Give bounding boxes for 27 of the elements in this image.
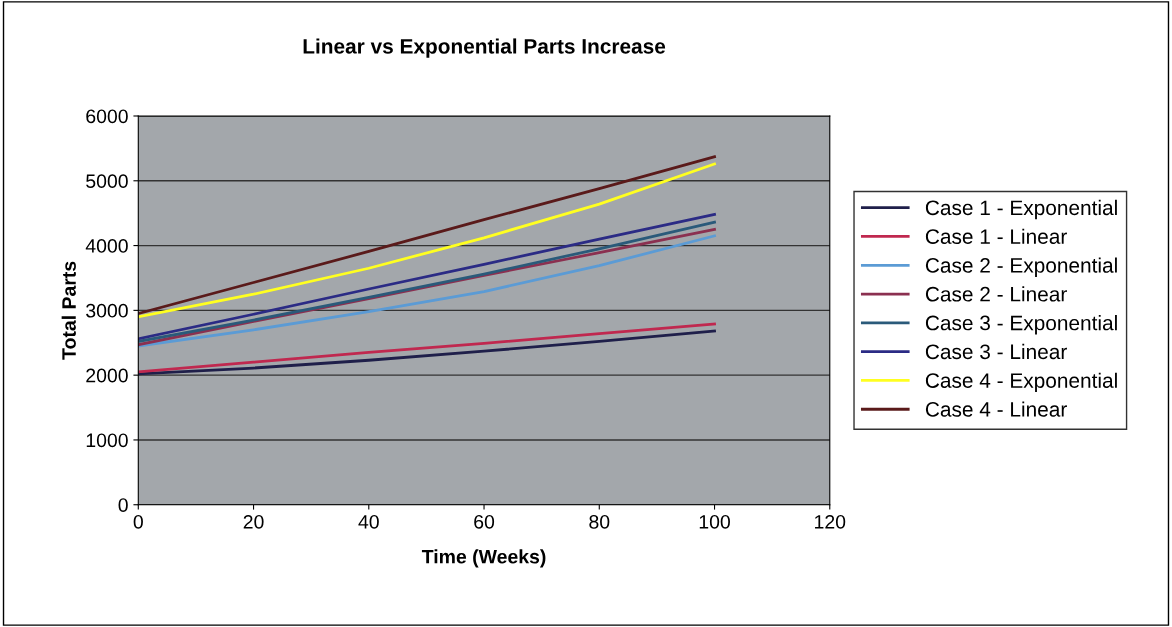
- legend-label: Case 4 - Linear: [925, 401, 1067, 417]
- legend-label: Case 3 - Exponential: [925, 315, 1117, 335]
- line-series: [138, 329, 716, 376]
- x-tick-label: 100: [699, 514, 730, 529]
- y-tick-label: 1000: [86, 433, 128, 448]
- y-axis-title: Total Parts: [61, 261, 76, 360]
- x-tick-label: 40: [358, 514, 379, 529]
- x-tick-label: 20: [243, 514, 264, 529]
- y-tick-label: 6000: [86, 109, 128, 124]
- line-series: [138, 322, 716, 374]
- chart-title: Linear vs Exponential Parts Increase: [303, 38, 666, 58]
- x-axis-title: Time (Weeks): [421, 549, 546, 568]
- x-tick-label: 0: [133, 514, 143, 529]
- legend-label: Case 4 - Exponential: [925, 372, 1117, 393]
- legend-label: Case 2 - Linear: [925, 286, 1067, 302]
- y-tick-label: 0: [118, 498, 128, 512]
- y-tick-label: 4000: [85, 239, 128, 253]
- legend-label: Case 1 - Linear: [925, 228, 1067, 244]
- x-tick-label: 120: [815, 514, 846, 529]
- legend-label: Case 2 - Exponential: [925, 257, 1117, 277]
- y-tick-label: 2000: [86, 368, 128, 383]
- legend-label: Case 1 - Exponential: [925, 199, 1117, 220]
- y-tick-label: 3000: [86, 303, 128, 318]
- x-tick-label: 80: [589, 514, 610, 529]
- legend-label: Case 3 - Linear: [925, 343, 1067, 360]
- x-tick-label: 60: [474, 514, 495, 529]
- y-tick-label: 5000: [86, 174, 128, 189]
